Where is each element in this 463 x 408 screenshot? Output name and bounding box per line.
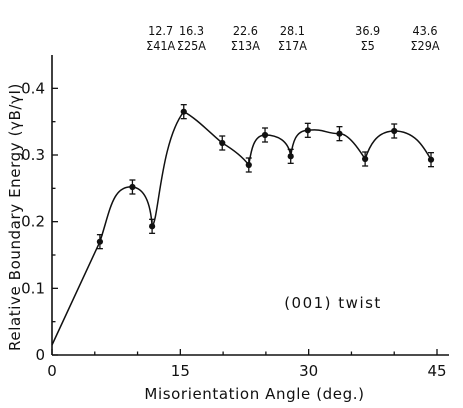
- data-point: [287, 153, 294, 160]
- data-point: [245, 161, 252, 169]
- data-point: [304, 127, 311, 134]
- boundary-angle-label: 43.6: [413, 23, 438, 38]
- y-tick-label: 0.3: [21, 146, 45, 164]
- chart-annotation: (001) twist: [284, 294, 382, 312]
- data-point: [427, 156, 435, 163]
- boundary-angle-label: 22.6: [233, 23, 258, 38]
- x-tick-label: 0: [47, 362, 57, 380]
- boundary-sigma-label: Σ41A: [146, 38, 175, 53]
- y-tick-label: 0.4: [21, 79, 45, 97]
- boundary-angle-label: 16.3: [179, 23, 204, 38]
- boundary-angle-label: 36.9: [355, 23, 380, 38]
- data-point: [336, 130, 343, 137]
- boundary-angle-label: 12.7: [148, 23, 173, 38]
- x-tick-label: 15: [171, 362, 190, 380]
- boundary-sigma-label: Σ13A: [231, 38, 260, 53]
- data-point: [149, 223, 156, 230]
- data-point: [96, 238, 104, 245]
- data-point: [129, 183, 136, 191]
- x-axis-title: Misorientation Angle (deg.): [144, 385, 364, 403]
- axes: 0 15 30 45 0 0.1 0.2 0.3 0.4: [21, 55, 449, 380]
- y-tick-label: 0.2: [21, 213, 45, 231]
- data-point: [180, 108, 187, 115]
- y-tick-label: 0.1: [21, 279, 45, 297]
- data-points: [96, 104, 435, 250]
- data-point: [362, 155, 369, 163]
- boundary-sigma-label: Σ17A: [278, 38, 307, 53]
- boundary-sigma-label: Σ25A: [177, 38, 206, 53]
- boundary-sigma-label: Σ5: [361, 38, 375, 53]
- y-tick-label: 0: [35, 346, 45, 364]
- x-tick-label: 45: [427, 362, 446, 380]
- data-point: [219, 139, 226, 147]
- y-axis-title: Relative Boundary Energy (γB/γI): [6, 83, 24, 351]
- data-point: [391, 127, 398, 135]
- data-point: [261, 131, 269, 139]
- x-tick-label: 30: [299, 362, 318, 380]
- boundary-angle-label: 28.1: [280, 23, 305, 38]
- boundary-sigma-label: Σ29A: [410, 38, 439, 53]
